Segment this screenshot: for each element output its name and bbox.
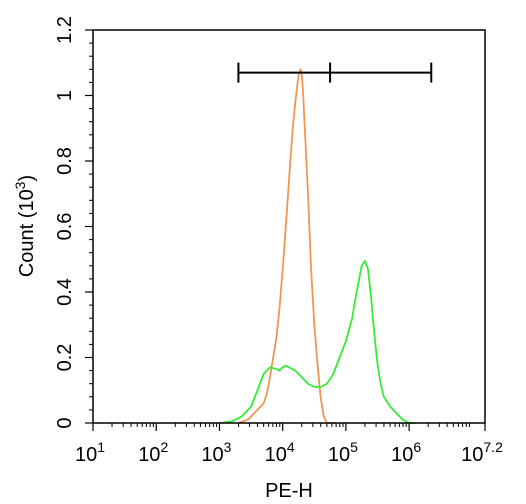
x-tick-label: 103: [201, 439, 231, 466]
x-tick-label: 106: [391, 439, 421, 466]
x-tick-exponent: 2: [160, 439, 168, 455]
x-tick-exponent: 3: [224, 439, 232, 455]
x-tick-label: 107.2: [461, 439, 503, 466]
y-tick-label: 0.4: [54, 278, 76, 306]
x-tick-label: 105: [328, 439, 358, 466]
x-tick-base: 10: [138, 444, 160, 466]
x-tick-label: 101: [75, 439, 105, 466]
y-axis-title-unit-close: ): [16, 175, 38, 182]
y-tick-label: 0.8: [54, 147, 76, 175]
y-tick-label: 1.2: [54, 16, 76, 44]
y-tick-label: 0: [54, 417, 76, 428]
y-tick-label: 0.6: [54, 213, 76, 241]
x-tick-base: 10: [461, 444, 483, 466]
y-axis-title-prefix: Count: [16, 223, 38, 277]
x-axis-title: PE-H: [265, 480, 313, 502]
plot-frame: [92, 29, 486, 424]
histogram-curves: [219, 68, 416, 424]
x-tick-exponent: 5: [350, 439, 358, 455]
y-axis-title-unit-open: (10: [16, 189, 38, 218]
x-tick-base: 10: [75, 444, 97, 466]
y-axis-title-unit-exp: 3: [12, 181, 28, 189]
tick-labels: 101 102 103 104 105 106 107.200.20.40.60.811.2: [54, 16, 503, 466]
y-tick-label: 1: [54, 90, 76, 101]
x-tick-exponent: 4: [287, 439, 295, 455]
x-tick-label: 102: [138, 439, 168, 466]
series-line-0: [238, 68, 337, 424]
y-tick-label: 0.2: [54, 344, 76, 372]
x-tick-exponent: 1: [97, 439, 105, 455]
x-tick-label: 104: [265, 439, 295, 466]
x-tick-base: 10: [201, 444, 223, 466]
x-tick-base: 10: [391, 444, 413, 466]
series-line-1: [219, 260, 416, 424]
x-tick-base: 10: [328, 444, 350, 466]
gate-marker: [237, 62, 433, 83]
x-tick-exponent: 7.2: [483, 439, 503, 455]
x-tick-exponent: 6: [413, 439, 421, 455]
x-tick-base: 10: [265, 444, 287, 466]
y-axis-title: Count (103): [12, 175, 38, 277]
